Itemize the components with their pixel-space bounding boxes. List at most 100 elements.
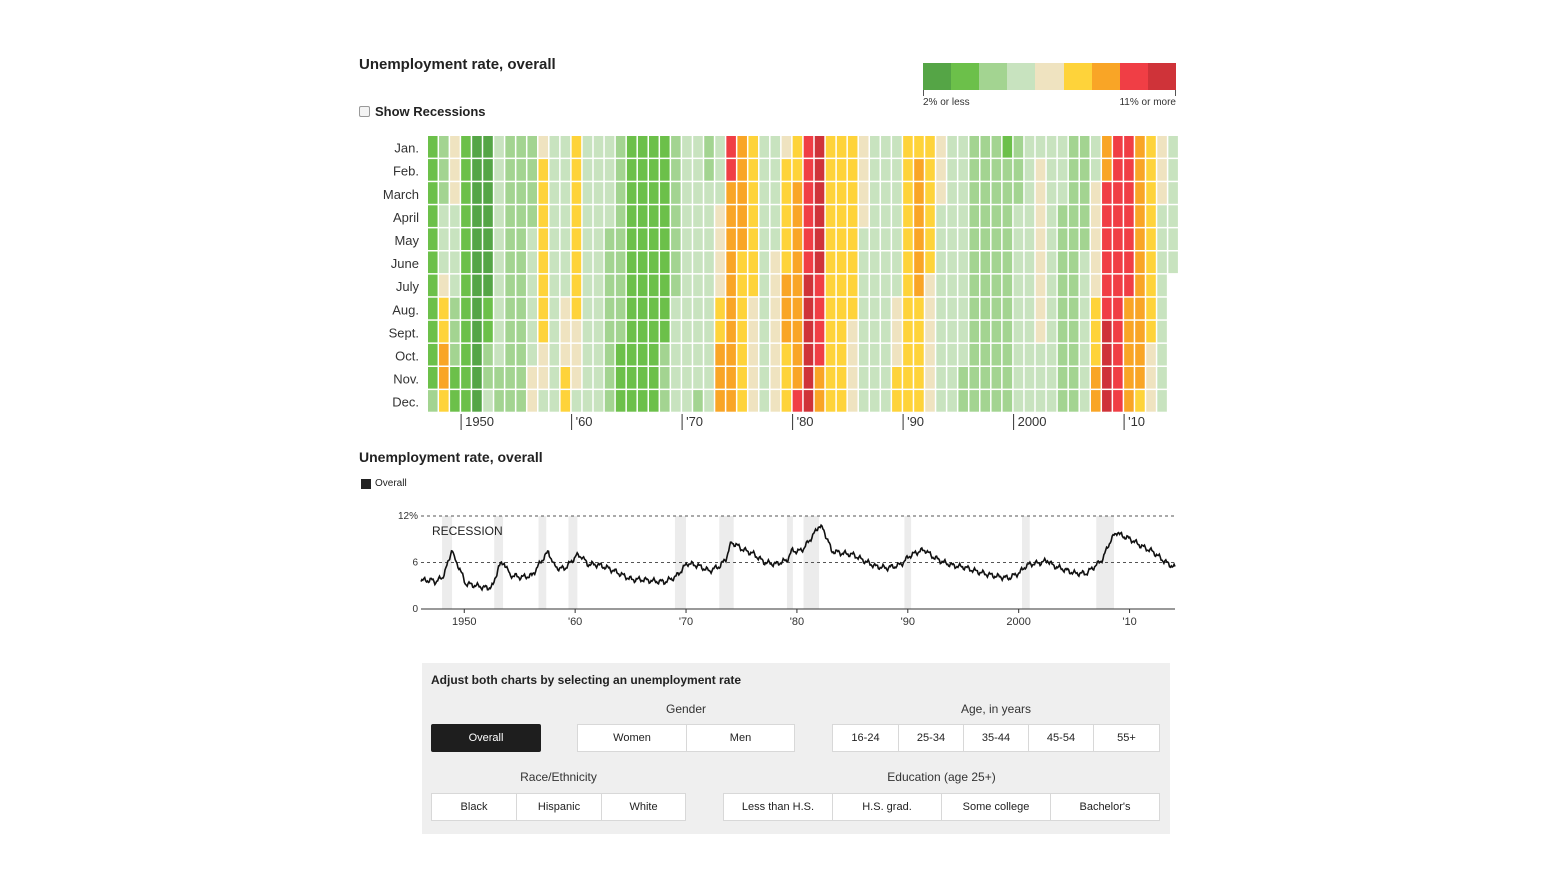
heatmap-cell[interactable]: [936, 136, 946, 158]
heatmap-cell[interactable]: [682, 205, 692, 227]
heatmap-cell[interactable]: [1157, 182, 1167, 204]
heatmap-cell[interactable]: [914, 251, 924, 274]
heatmap-cell[interactable]: [1013, 251, 1024, 274]
heatmap-cell[interactable]: [847, 228, 858, 250]
heatmap-cell[interactable]: [1102, 136, 1112, 158]
heatmap-cell[interactable]: [892, 136, 902, 158]
heatmap-cell[interactable]: [538, 320, 549, 343]
heatmap-cell[interactable]: [903, 343, 913, 366]
heatmap-cell[interactable]: [626, 297, 637, 320]
heatmap-cell[interactable]: [1157, 136, 1167, 158]
heatmap-cell[interactable]: [1024, 367, 1035, 389]
heatmap-cell[interactable]: [682, 228, 692, 250]
heatmap-cell[interactable]: [693, 205, 703, 227]
heatmap-cell[interactable]: [847, 205, 858, 227]
heatmap-cell[interactable]: [870, 320, 880, 343]
heatmap-cell[interactable]: [947, 390, 957, 412]
heatmap-cell[interactable]: [660, 390, 670, 412]
heatmap-cell[interactable]: [991, 274, 1002, 297]
heatmap-cell[interactable]: [516, 274, 526, 297]
heatmap-cell[interactable]: [792, 159, 803, 181]
heatmap-cell[interactable]: [991, 205, 1002, 227]
heatmap-cell[interactable]: [527, 205, 537, 227]
heatmap-cell[interactable]: [604, 320, 615, 343]
heatmap-cell[interactable]: [914, 205, 924, 227]
heatmap-cell[interactable]: [615, 228, 626, 250]
men-button[interactable]: Men: [686, 724, 795, 752]
heatmap-cell[interactable]: [615, 136, 626, 158]
heatmap-cell[interactable]: [914, 182, 924, 204]
heatmap-cell[interactable]: [483, 390, 493, 412]
heatmap-cell[interactable]: [925, 136, 935, 158]
heatmap-cell[interactable]: [1079, 274, 1090, 297]
heatmap-cell[interactable]: [715, 251, 725, 274]
heatmap-cell[interactable]: [737, 367, 747, 389]
heatmap-cell[interactable]: [428, 136, 438, 158]
heatmap-cell[interactable]: [549, 320, 560, 343]
heatmap-cell[interactable]: [693, 343, 703, 366]
heatmap-cell[interactable]: [1013, 159, 1024, 181]
heatmap-cell[interactable]: [770, 390, 781, 412]
heatmap-cell[interactable]: [1024, 182, 1035, 204]
heatmap-cell[interactable]: [527, 251, 537, 274]
heatmap-cell[interactable]: [582, 228, 593, 250]
heatmap-cell[interactable]: [1113, 343, 1123, 366]
heatmap-cell[interactable]: [726, 228, 736, 250]
heatmap-cell[interactable]: [858, 367, 869, 389]
heatmap-cell[interactable]: [914, 343, 924, 366]
heatmap-cell[interactable]: [671, 297, 681, 320]
heatmap-cell[interactable]: [914, 228, 924, 250]
heatmap-cell[interactable]: [892, 182, 902, 204]
heatmap-cell[interactable]: [858, 228, 869, 250]
heatmap-cell[interactable]: [825, 159, 836, 181]
heatmap-cell[interactable]: [693, 297, 703, 320]
heatmap-cell[interactable]: [881, 320, 891, 343]
heatmap-cell[interactable]: [980, 274, 991, 297]
heatmap-cell[interactable]: [593, 159, 604, 181]
heatmap-cell[interactable]: [836, 228, 847, 250]
heatmap-cell[interactable]: [991, 320, 1002, 343]
heatmap-cell[interactable]: [737, 251, 747, 274]
heatmap-cell[interactable]: [1157, 367, 1167, 389]
heatmap-cell[interactable]: [516, 343, 526, 366]
heatmap-cell[interactable]: [494, 159, 504, 181]
heatmap-cell[interactable]: [847, 182, 858, 204]
heatmap-cell[interactable]: [1002, 136, 1013, 158]
heatmap-cell[interactable]: [494, 136, 504, 158]
heatmap-cell[interactable]: [825, 390, 836, 412]
heatmap-cell[interactable]: [925, 182, 935, 204]
heatmap-cell[interactable]: [615, 390, 626, 412]
heatmap-cell[interactable]: [870, 205, 880, 227]
heatmap-cell[interactable]: [958, 205, 968, 227]
heatmap-cell[interactable]: [682, 136, 692, 158]
heatmap-cell[interactable]: [792, 228, 803, 250]
heatmap-cell[interactable]: [560, 136, 571, 158]
heatmap-cell[interactable]: [693, 320, 703, 343]
heatmap-cell[interactable]: [1146, 182, 1156, 204]
heatmap-cell[interactable]: [1057, 274, 1068, 297]
heatmap-cell[interactable]: [969, 159, 979, 181]
heatmap-cell[interactable]: [461, 390, 471, 412]
heatmap-cell[interactable]: [582, 136, 593, 158]
heatmap-cell[interactable]: [439, 182, 449, 204]
heatmap-cell[interactable]: [991, 136, 1002, 158]
women-button[interactable]: Women: [577, 724, 687, 752]
heatmap-cell[interactable]: [527, 297, 537, 320]
heatmap-cell[interactable]: [704, 228, 714, 250]
heatmap-cell[interactable]: [870, 182, 880, 204]
heatmap-cell[interactable]: [737, 320, 747, 343]
heatmap-cell[interactable]: [715, 136, 725, 158]
heatmap-cell[interactable]: [428, 343, 438, 366]
heatmap-cell[interactable]: [726, 320, 736, 343]
heatmap-cell[interactable]: [814, 205, 825, 227]
heatmap-cell[interactable]: [759, 205, 770, 227]
heatmap-cell[interactable]: [1046, 205, 1057, 227]
heatmap-cell[interactable]: [1091, 159, 1101, 181]
heatmap-cell[interactable]: [836, 159, 847, 181]
heatmap-cell[interactable]: [649, 205, 659, 227]
heatmap-cell[interactable]: [649, 274, 659, 297]
heatmap-cell[interactable]: [450, 182, 460, 204]
heatmap-cell[interactable]: [549, 367, 560, 389]
heatmap-cell[interactable]: [527, 182, 537, 204]
heatmap-cell[interactable]: [549, 251, 560, 274]
